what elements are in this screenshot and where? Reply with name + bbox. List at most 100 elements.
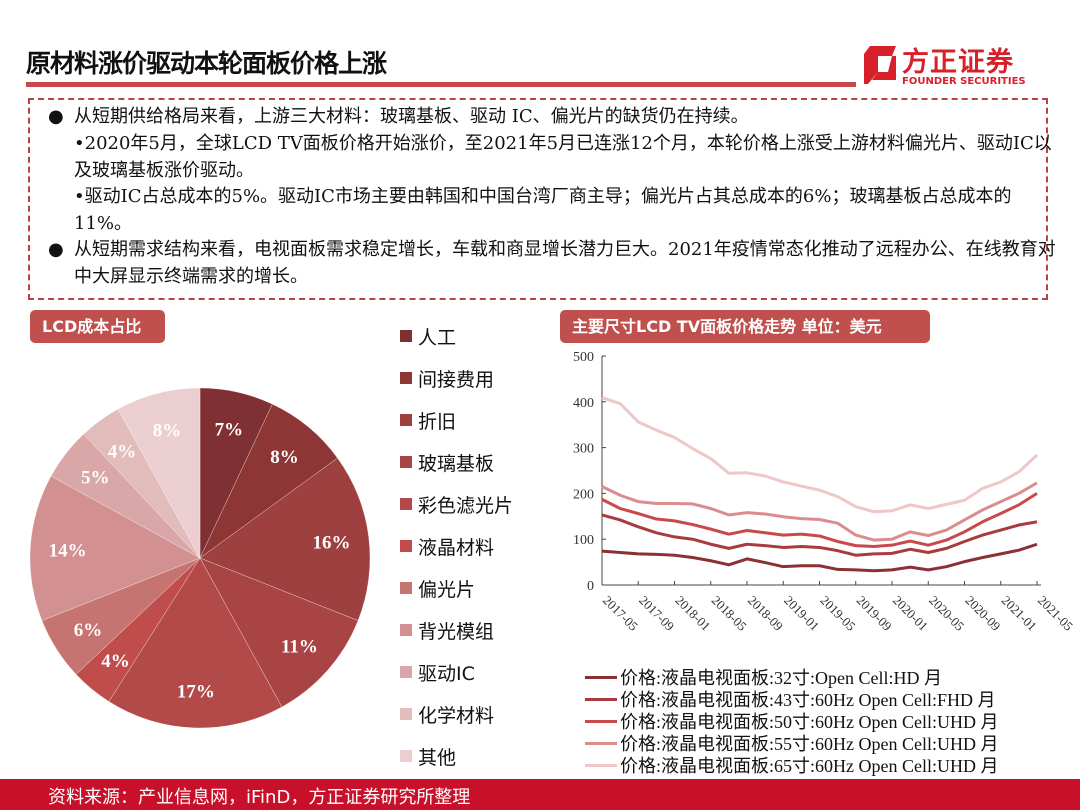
line-legend-item: 价格:液晶电视面板:50寸:60Hz Open Cell:UHD 月	[585, 710, 998, 732]
legend-swatch-icon	[400, 624, 412, 636]
legend-swatch-icon	[400, 708, 412, 720]
pie-slice-4	[108, 557, 283, 729]
pie-legend-item: 彩色滤光片	[400, 492, 514, 517]
summary-point-demand: ● 从短期需求结构来看，电视面板需求稳定增长，车载和商显增长潜力巨大。2021年疫…	[48, 237, 1064, 290]
x-tick-label: 2018-05	[709, 593, 750, 634]
pie-label: 5%	[81, 468, 110, 489]
x-tick-label: 2019-01	[781, 593, 822, 634]
x-tick-label: 2017-09	[636, 593, 677, 634]
summary-box: ● 从短期供给格局来看，上游三大材料：玻璃基板、驱动 IC、偏光片的缺货仍在持续。…	[28, 98, 1056, 300]
legend-label: 折旧	[418, 410, 457, 433]
series-line-0	[601, 542, 1038, 573]
pie-label: 4%	[108, 442, 137, 463]
pie-label: 4%	[101, 651, 130, 672]
source-note: 资料来源：产业信息网，iFinD，方正证券研究所整理	[48, 787, 471, 808]
pie-legend-item: 折旧	[400, 408, 457, 433]
pie-label: 16%	[313, 532, 351, 553]
series-line-2	[601, 492, 1038, 549]
y-tick-label: 100	[573, 533, 594, 548]
legend-swatch-icon	[400, 456, 412, 468]
series-line-1	[601, 513, 1038, 557]
legend-label: 玻璃基板	[418, 452, 495, 475]
x-tick-label: 2021-01	[999, 593, 1040, 634]
summary-sub-price: •2020年5月，全球LCD TV面板价格开始涨价，至2021年5月已连涨12个…	[74, 133, 1052, 181]
x-tick-label: 2017-05	[600, 593, 641, 634]
legend-label: 驱动IC	[418, 662, 475, 685]
legend-swatch-icon	[400, 414, 412, 426]
legend-swatch-icon	[400, 582, 412, 594]
legend-label: 价格:液晶电视面板:55寸:60Hz Open Cell:UHD 月	[620, 734, 999, 754]
legend-label: 价格:液晶电视面板:65寸:60Hz Open Cell:UHD 月	[620, 756, 999, 776]
pie-label: 17%	[177, 682, 215, 703]
summary-text: 从短期需求结构来看，电视面板需求稳定增长，车载和商显增长潜力巨大。2021年疫情…	[74, 239, 1056, 287]
y-tick-label: 300	[573, 442, 594, 457]
x-tick-label: 2021-05	[1035, 593, 1076, 634]
legend-swatch-icon	[400, 498, 412, 510]
pie-label: 8%	[153, 421, 182, 442]
legend-label: 间接费用	[418, 368, 495, 391]
summary-point-supply: ● 从短期供给格局来看，上游三大材料：玻璃基板、驱动 IC、偏光片的缺货仍在持续。	[48, 104, 1064, 131]
legend-swatch-icon	[400, 750, 412, 762]
summary-sub-cost: •驱动IC占总成本的5%。驱动IC市场主要由韩国和中国台湾厂商主导；偏光片占其总…	[74, 186, 1012, 234]
footer-bar: 资料来源：产业信息网，iFinD，方正证券研究所整理	[0, 779, 1080, 810]
legend-line-icon	[585, 697, 617, 701]
legend-line-icon	[585, 763, 617, 767]
series-line-4	[601, 396, 1039, 514]
legend-swatch-icon	[400, 330, 412, 342]
y-tick-label: 200	[573, 487, 594, 502]
title-underline	[26, 82, 856, 87]
pie-label: 6%	[74, 620, 103, 641]
pie-legend-item: 背光模组	[400, 618, 494, 643]
pie-label: 7%	[215, 420, 244, 441]
bullet-icon: ●	[48, 239, 64, 260]
legend-label: 人工	[418, 326, 457, 349]
pie-legend-item: 人工	[400, 324, 457, 349]
x-tick-label: 2019-09	[854, 593, 895, 634]
pie-legend-item: 化学材料	[400, 702, 495, 727]
legend-label: 液晶材料	[418, 536, 495, 559]
pie-legend-item: 驱动IC	[400, 660, 475, 685]
pie-chart: 7% 8% 16% 11% 17% 4% 6% 14% 5% 4% 8%	[29, 387, 371, 729]
pie-legend-item: 偏光片	[400, 576, 475, 601]
legend-swatch-icon	[400, 372, 412, 384]
legend-line-icon	[585, 719, 617, 723]
pie-legend-item: 液晶材料	[400, 534, 495, 559]
summary-text: 从短期供给格局来看，上游三大材料：玻璃基板、驱动 IC、偏光片的缺货仍在持续。	[74, 106, 749, 127]
x-tick-label: 2019-05	[817, 593, 858, 634]
pie-chart-title: LCD成本占比	[30, 310, 165, 343]
legend-label: 其他	[418, 746, 457, 769]
legend-label: 化学材料	[418, 704, 495, 727]
pie-legend-item: 其他	[400, 744, 457, 769]
pie-label: 8%	[270, 447, 299, 468]
y-tick-label: 0	[587, 579, 594, 594]
x-tick-label: 2020-01	[890, 593, 931, 634]
line-chart: 01002003004005002017-052017-092018-01201…	[573, 350, 1076, 634]
logo-mark-icon	[864, 46, 896, 84]
legend-label: 彩色滤光片	[418, 494, 514, 517]
y-tick-label: 400	[573, 396, 594, 411]
pie-label: 14%	[49, 541, 87, 562]
bullet-icon: ●	[48, 106, 64, 127]
pie-legend-item: 间接费用	[400, 366, 495, 391]
legend-label: 价格:液晶电视面板:43寸:60Hz Open Cell:FHD 月	[620, 690, 996, 710]
legend-label: 价格:液晶电视面板:50寸:60Hz Open Cell:UHD 月	[620, 712, 999, 732]
line-legend-item: 价格:液晶电视面板:65寸:60Hz Open Cell:UHD 月	[585, 754, 998, 776]
line-legend-item: 价格:液晶电视面板:43寸:60Hz Open Cell:FHD 月	[585, 688, 996, 710]
x-tick-label: 2020-09	[962, 593, 1003, 634]
company-logo: 方正证券 FOUNDER SECURITIES	[862, 40, 1042, 92]
logo-text-cn: 方正证券	[902, 47, 1014, 78]
pie-slice-3	[199, 557, 359, 708]
pie-label: 11%	[281, 637, 318, 658]
legend-swatch-icon	[400, 540, 412, 552]
logo-text-en: FOUNDER SECURITIES	[902, 76, 1026, 87]
x-tick-label: 2020-05	[926, 593, 967, 634]
legend-label: 价格:液晶电视面板:32寸:Open Cell:HD 月	[620, 668, 942, 688]
line-legend-item: 价格:液晶电视面板:55寸:60Hz Open Cell:UHD 月	[585, 732, 998, 754]
legend-swatch-icon	[400, 666, 412, 678]
pie-slice-10	[117, 387, 201, 559]
page-title: 原材料涨价驱动本轮面板价格上涨	[26, 49, 387, 78]
line-chart-title: 主要尺寸LCD TV面板价格走势 单位：美元	[560, 310, 930, 343]
legend-line-icon	[585, 741, 617, 745]
pie-slice-7	[29, 475, 201, 621]
series-line-3	[601, 481, 1038, 542]
